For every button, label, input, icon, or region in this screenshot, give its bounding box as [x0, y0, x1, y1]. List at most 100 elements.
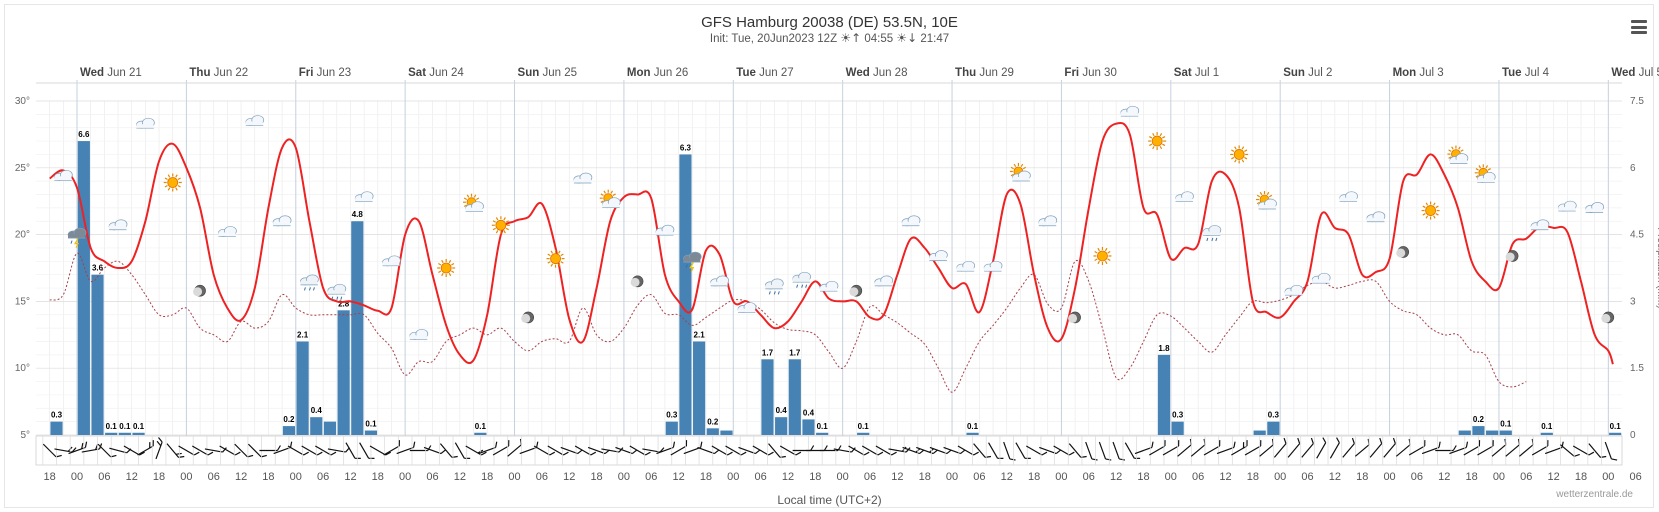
- precip-label: 0.1: [1610, 422, 1622, 431]
- y-right-tick: 4.5: [1630, 230, 1644, 241]
- cloud-icon: [108, 219, 128, 231]
- cloud-icon: [53, 169, 73, 181]
- precip-label: 0.1: [475, 422, 487, 431]
- wind-barb: [42, 443, 62, 458]
- wind-barb: [1085, 441, 1098, 461]
- hour-tick: 12: [454, 471, 466, 483]
- hour-tick: 12: [1001, 471, 1013, 483]
- wind-barb: [178, 445, 200, 456]
- hour-tick: 12: [1219, 471, 1231, 483]
- sun-icon: [1148, 132, 1167, 151]
- wind-barb: [943, 446, 966, 455]
- wind-barb: [1287, 437, 1301, 458]
- cloud-icon: [1038, 215, 1058, 227]
- sun-icon: [546, 249, 565, 268]
- moon-icon: [1068, 311, 1081, 324]
- x-axis-title: Local time (UTC+2): [777, 493, 882, 507]
- precip-label: 0.4: [803, 408, 815, 417]
- wind-barb: [711, 445, 733, 456]
- rain-cloud-icon: [764, 278, 784, 295]
- y-right-tick: 1.5: [1630, 363, 1644, 374]
- hour-tick: 00: [1165, 471, 1177, 483]
- wind-barb: [219, 445, 241, 456]
- wind-barb: [1383, 437, 1396, 458]
- hour-tick: 12: [563, 471, 575, 483]
- temperature-line: [49, 121, 1614, 365]
- wind-barb: [656, 441, 676, 455]
- cloud-icon: [1366, 211, 1386, 223]
- wind-barb: [68, 441, 88, 455]
- wind-barb: [234, 443, 254, 458]
- precip-bar: [91, 274, 104, 435]
- precip-label: 0.3: [1172, 411, 1184, 420]
- wind-barb: [861, 445, 884, 456]
- hour-tick: 12: [1329, 471, 1341, 483]
- precip-label: 2.1: [694, 330, 706, 339]
- hour-tick: 18: [700, 471, 712, 483]
- day-label: Fri Jun 30: [1064, 67, 1116, 79]
- hour-tick: 18: [262, 471, 274, 483]
- wind-barb: [273, 441, 293, 455]
- precip-bar: [351, 221, 364, 435]
- wind-barb: [1408, 440, 1426, 456]
- sun-icon: [437, 259, 456, 277]
- hour-tick: 06: [973, 471, 985, 483]
- precip-label: 0.2: [283, 415, 295, 424]
- hour-tick: 06: [755, 471, 767, 483]
- wind-barb: [454, 442, 471, 459]
- wind-barb: [1244, 440, 1262, 456]
- precip-bar: [132, 432, 145, 435]
- hour-tick: 12: [891, 471, 903, 483]
- precip-label: 1.7: [762, 348, 774, 357]
- sun-cloud-icon: [1256, 191, 1277, 210]
- wind-barb: [547, 445, 569, 456]
- wind-barb: [1003, 441, 1016, 461]
- hour-tick: 00: [1055, 471, 1067, 483]
- precip-label: 0.3: [51, 411, 63, 420]
- wind-barb: [155, 437, 163, 460]
- wind-barb: [670, 440, 688, 456]
- y-left-tick: 25°: [15, 163, 30, 174]
- hour-tick: 06: [98, 471, 110, 483]
- hour-tick: 06: [1083, 471, 1095, 483]
- precip-label: 6.3: [680, 143, 692, 152]
- sun-cloud-icon: [1447, 145, 1469, 165]
- thunderstorm-icon: [682, 251, 702, 272]
- precip-bar: [364, 430, 378, 435]
- wind-barb: [1449, 441, 1469, 455]
- hour-tick: 18: [372, 471, 384, 483]
- precip-label: 0.1: [365, 420, 377, 429]
- wind-barb: [191, 445, 214, 456]
- precip-label: 0.1: [119, 422, 131, 431]
- hour-tick: 12: [1438, 471, 1450, 483]
- wind-barb: [752, 445, 774, 456]
- hour-tick: 12: [126, 471, 138, 483]
- precip-bar: [282, 426, 296, 435]
- hour-tick: 06: [645, 471, 657, 483]
- precip-label: 2.1: [297, 330, 309, 339]
- day-label: Thu Jun 22: [189, 67, 248, 79]
- hour-tick: 18: [1575, 471, 1587, 483]
- wind-barb: [383, 440, 400, 456]
- precip-label: 0.1: [133, 422, 145, 431]
- wind-barb: [560, 446, 583, 455]
- cloud-icon: [710, 275, 729, 287]
- precip-bar: [1609, 432, 1622, 435]
- day-label: Sat Jun 24: [408, 67, 464, 79]
- wind-barb: [1369, 437, 1383, 458]
- y-left-tick: 20°: [15, 230, 30, 241]
- wind-barb: [1053, 445, 1075, 456]
- hamburger-menu-icon[interactable]: [1631, 20, 1647, 34]
- precip-bar: [1253, 430, 1266, 435]
- hour-tick: 06: [1192, 471, 1204, 483]
- hour-tick: 00: [1602, 471, 1614, 483]
- wind-barb: [204, 447, 227, 453]
- cloud-icon: [819, 280, 839, 292]
- credit-text[interactable]: wetterzentrale.de: [1556, 489, 1633, 500]
- wind-barb: [1203, 440, 1221, 456]
- precip-bar: [665, 421, 678, 435]
- wind-barb: [1124, 442, 1141, 459]
- sun-icon: [163, 173, 182, 192]
- y-right-title: Precipitation (mm): [1655, 227, 1659, 308]
